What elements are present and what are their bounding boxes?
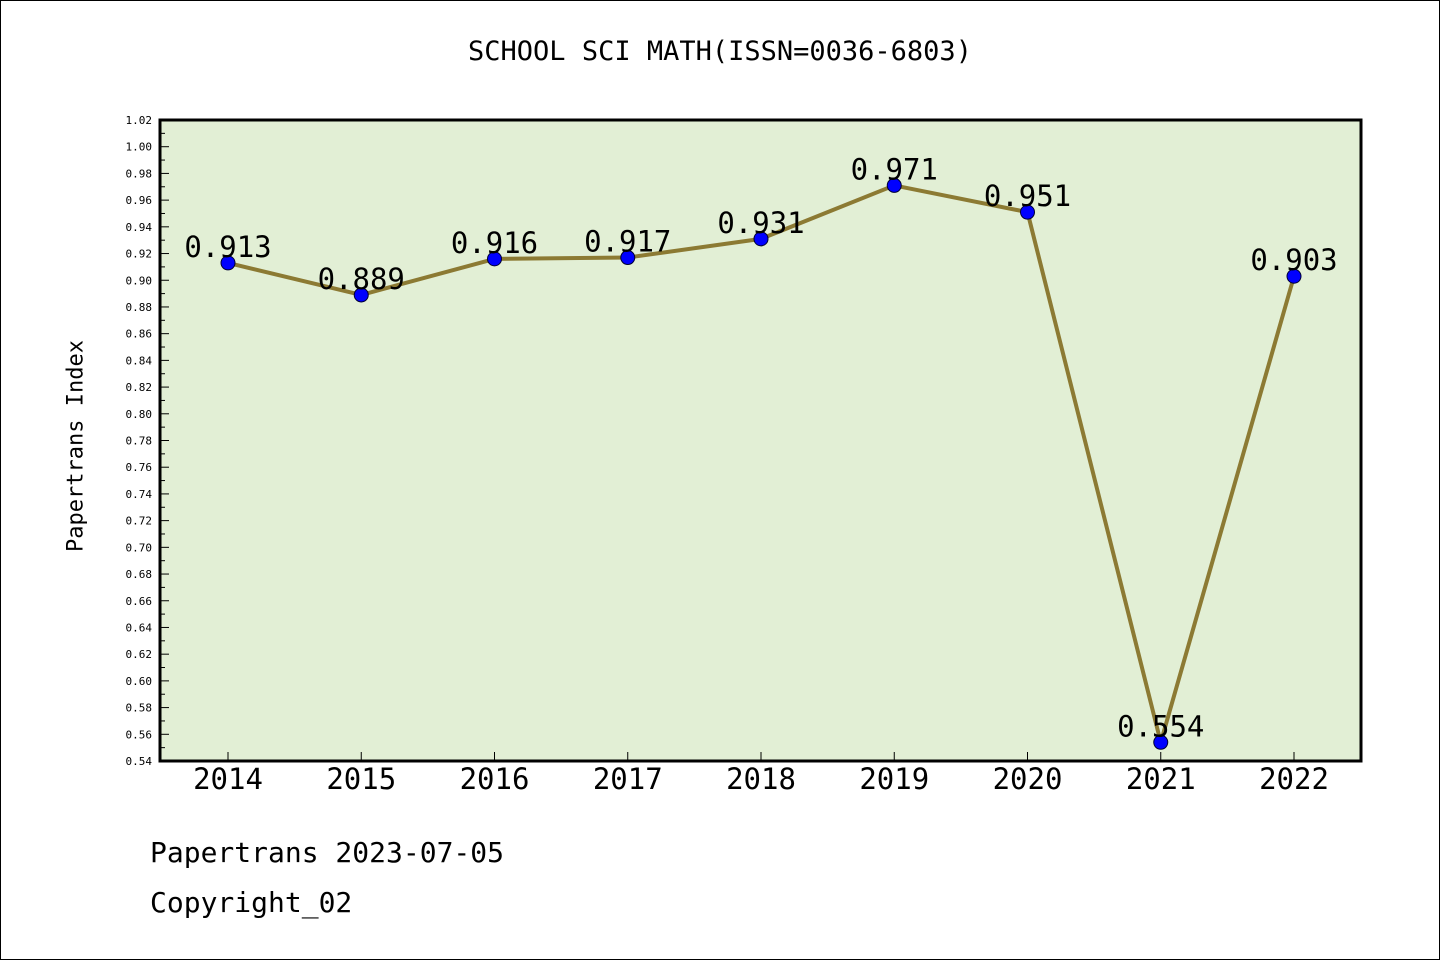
y-tick-label: 1.02 — [126, 114, 153, 127]
y-tick-label: 0.54 — [126, 755, 153, 768]
x-tick-label: 2022 — [1259, 762, 1329, 796]
x-tick-label: 2021 — [1126, 762, 1196, 796]
data-point-marker — [1286, 268, 1302, 284]
x-tick-label: 2019 — [859, 762, 929, 796]
y-tick-label: 0.70 — [126, 541, 153, 554]
x-axis: 2014 2015 2016 2017 2018 2019 2020 2021 2022 — [193, 752, 1329, 796]
data-label: 0.917 — [584, 225, 671, 259]
footer-copyright: Copyright_02 — [150, 886, 353, 919]
data-point-marker — [220, 255, 236, 271]
x-tick-label: 2020 — [993, 762, 1063, 796]
x-tick-label: 2017 — [593, 762, 663, 796]
chart-title: SCHOOL SCI MATH(ISSN=0036-6803) — [468, 36, 972, 67]
data-point-marker — [353, 287, 369, 303]
y-tick-label: 0.86 — [126, 328, 153, 341]
footer-source: Papertrans 2023-07-05 — [150, 836, 505, 869]
y-tick-label: 0.94 — [126, 221, 153, 234]
y-axis: 0.54 0.56 0.58 0.60 0.62 0.64 0.66 0.68 0.70 0.72… — [126, 114, 169, 768]
y-tick-label: 0.88 — [126, 301, 153, 314]
data-point-marker — [886, 177, 902, 193]
y-tick-label: 0.68 — [126, 568, 153, 581]
data-label: 0.971 — [851, 152, 938, 186]
data-point-marker — [620, 250, 636, 266]
y-tick-label: 0.76 — [126, 461, 153, 474]
y-tick-label: 0.64 — [126, 621, 153, 634]
series-group: 0.913 0.889 0.916 0.917 0.931 0.971 0.951 0.554… — [184, 152, 1338, 750]
data-label: 0.554 — [1117, 709, 1204, 743]
x-tick-label: 2015 — [326, 762, 396, 796]
y-tick-label: 0.82 — [126, 381, 153, 394]
data-point-marker — [487, 251, 502, 267]
y-tick-label: 0.96 — [126, 194, 153, 207]
data-point-marker — [753, 231, 769, 247]
data-label: 0.951 — [984, 179, 1071, 213]
data-label: 0.903 — [1250, 243, 1337, 277]
y-tick-label: 0.90 — [126, 274, 153, 287]
y-tick-label: 0.80 — [126, 408, 153, 421]
data-label: 0.916 — [451, 226, 538, 260]
y-tick-label: 0.98 — [126, 167, 153, 180]
y-tick-label: 0.72 — [126, 515, 153, 528]
data-label: 0.913 — [184, 230, 271, 264]
data-point-marker — [1153, 734, 1169, 750]
y-tick-label: 0.56 — [126, 728, 153, 741]
y-tick-label: 0.92 — [126, 248, 153, 261]
data-point-marker — [1020, 204, 1035, 220]
x-tick-label: 2016 — [460, 762, 530, 796]
x-tick-label: 2018 — [726, 762, 796, 796]
data-label: 0.889 — [318, 262, 405, 296]
y-tick-label: 0.62 — [126, 648, 153, 661]
y-tick-label: 0.74 — [126, 488, 153, 501]
x-tick-label: 2014 — [193, 762, 263, 796]
y-tick-label: 0.66 — [126, 595, 153, 608]
data-label: 0.931 — [717, 206, 804, 240]
y-tick-label: 0.78 — [126, 435, 153, 448]
y-tick-label: 0.58 — [126, 702, 153, 715]
y-tick-label: 0.60 — [126, 675, 153, 688]
y-tick-label: 1.00 — [126, 141, 153, 154]
y-tick-label: 0.84 — [126, 354, 153, 367]
plot-area — [158, 118, 1363, 763]
